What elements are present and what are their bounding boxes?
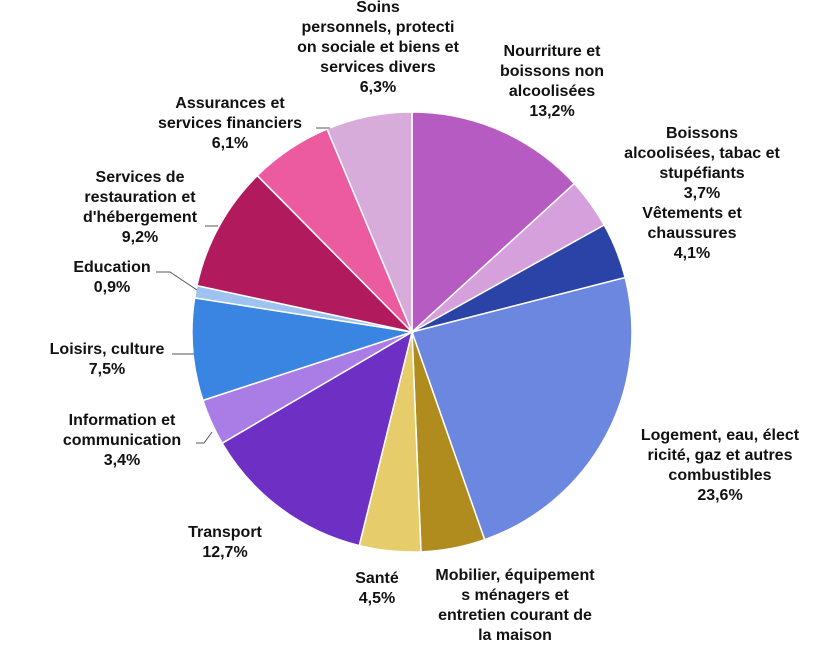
slice-label-logement-eau-elect-ricite-gaz-et: Logement, eau, élect ricité, gaz et autre… [641, 427, 800, 504]
leader-line-education [156, 271, 198, 291]
slice-labels: Nourriture et boissons non alcoolisées 13,2… [50, 0, 800, 644]
slice-label-boissons-alcoolisees-tabac-et-st: Boissons alcoolisées, tabac et stupéfiants… [624, 125, 780, 202]
slice-value-transport: 12,7% [202, 544, 247, 561]
leader-line-information-et-communication [196, 431, 213, 444]
pie-slice-nourriture-et-boissons-non-alcoo [411, 111, 576, 334]
slice-value-vetements-et-chaussures: 4,1% [674, 245, 710, 262]
slice-label-services-de-restauration-et-d-he: Services de restauration et d'hébergement 9… [83, 169, 198, 246]
pie-slice-soins-personnels-protecti-on-soc [326, 111, 413, 333]
slice-label-vetements-et-chaussures: Vêtements et chaussures 4,1% [642, 205, 742, 262]
slice-value-education: 0,9% [94, 279, 130, 296]
slice-label-transport: Transport 12,7% [188, 524, 262, 561]
slice-label-loisirs-culture: Loisirs, culture 7,5% [50, 341, 165, 378]
slice-value-assurances-et-services-financier: 6,1% [212, 135, 248, 152]
slice-value-loisirs-culture: 7,5% [89, 361, 125, 378]
slice-value-boissons-alcoolisees-tabac-et-st: 3,7% [684, 185, 720, 202]
slice-value-soins-personnels-protecti-on-soc: 6,3% [360, 79, 396, 96]
slice-label-information-et-communication: Information et communication 3,4% [63, 412, 181, 469]
leader-lines [156, 127, 330, 444]
pie-slice-logement-eau-elect-ricite-gaz-et [411, 276, 633, 541]
slice-value-services-de-restauration-et-d-he: 9,2% [122, 229, 158, 246]
slice-value-nourriture-et-boissons-non-alcoo: 13,2% [529, 103, 574, 120]
slice-label-sante: Santé 4,5% [355, 570, 399, 607]
slice-label-nourriture-et-boissons-non-alcoo: Nourriture et boissons non alcoolisées 13,2… [500, 43, 604, 120]
slice-value-information-et-communication: 3,4% [104, 452, 140, 469]
slice-label-mobilier-equipement-s-menagers-e: Mobilier, équipement s ménagers et entreti… [435, 567, 595, 644]
pie-slices [191, 111, 633, 553]
slice-label-education: Education 0,9% [73, 259, 150, 296]
pie-slice-services-de-restauration-et-d-he [196, 174, 415, 334]
slice-value-logement-eau-elect-ricite-gaz-et: 23,6% [697, 487, 742, 504]
slice-label-soins-personnels-protecti-on-soc: Soins personnels, protecti on sociale et b… [297, 0, 460, 96]
slice-value-sante: 4,5% [359, 590, 395, 607]
slice-label-assurances-et-services-financier: Assurances et services financiers 6,1% [158, 95, 302, 152]
pie-slice-transport [221, 330, 414, 547]
